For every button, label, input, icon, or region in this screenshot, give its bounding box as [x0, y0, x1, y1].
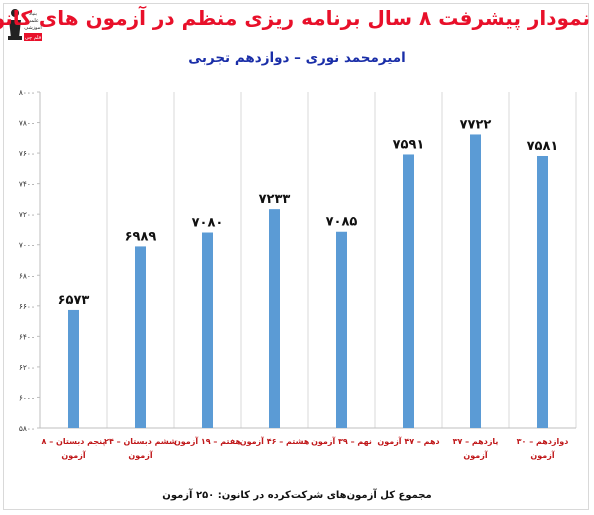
logo: بنیاد علمی آموزشی قلم چی [6, 6, 44, 44]
data-label: ۶۵۷۳ [58, 293, 90, 308]
x-tick-label-line: پنجم دبستان – ۸ [42, 437, 106, 446]
x-tick-label-line: دهم – ۴۷ آزمون [377, 436, 439, 446]
logo-text-line-3: آموزشی [24, 24, 42, 31]
x-tick-label-line: یازدهم – ۳۷ [453, 437, 499, 446]
logo-person-icon [8, 9, 22, 40]
x-tick-label-line: نهم – ۳۹ آزمون [311, 436, 372, 446]
bar [336, 231, 347, 428]
bar [68, 309, 79, 428]
x-tick-label-line: آزمون [530, 450, 554, 460]
data-label: ۷۵۹۱ [393, 137, 425, 152]
bar [537, 155, 548, 428]
y-tick-label: ۵۸۰۰ [19, 424, 35, 433]
x-tick-label: ششم دبستان – ۲۴ آزمون [104, 437, 177, 460]
data-label: ۷۰۸۵ [326, 215, 358, 230]
chart-subtitle: امیرمحمد نوری – دوازدهم تجربی [188, 50, 406, 66]
logo-text-line-2: علمی [27, 18, 39, 24]
x-tick-label: نهم – ۳۹ آزمون [311, 436, 372, 446]
y-tick-label: ۷۲۰۰ [19, 210, 35, 219]
y-tick-label: ۶۲۰۰ [19, 363, 35, 372]
x-tick-label-line: آزمون [128, 450, 152, 460]
y-tick-label: ۶۶۰۰ [19, 302, 35, 311]
y-tick-label: ۶۰۰۰ [19, 393, 35, 402]
bar [470, 134, 481, 428]
y-tick-label: ۷۴۰۰ [19, 180, 35, 189]
y-tick-label: ۶۸۰۰ [19, 271, 35, 280]
chart-footer: مجموع کل آزمون‌های شرکت‌کرده در کانون: ۲… [162, 490, 432, 501]
x-tick-label-line: هشتم – ۴۶ آزمون [240, 436, 310, 446]
chart-title: نمودار پیشرفت ۸ سال برنامه ریزی منظم در … [0, 6, 590, 30]
data-label: ۶۹۸۹ [125, 229, 157, 244]
logo-brand: قلم چی [25, 35, 42, 41]
x-tick-label: دهم – ۴۷ آزمون [377, 436, 439, 446]
data-label: ۷۷۲۲ [460, 117, 492, 132]
y-tick-label: ۶۴۰۰ [19, 332, 35, 341]
x-tick-label: یازدهم – ۳۷ آزمون [453, 437, 499, 460]
y-tick-label: ۷۶۰۰ [19, 149, 35, 158]
x-tick-label: دوازدهم – ۳۰ آزمون [517, 437, 569, 460]
x-tick-label-line: دوازدهم – ۳۰ [517, 437, 569, 446]
y-tick-label: ۷۰۰۰ [19, 241, 35, 250]
logo-text-line-1: بنیاد [29, 11, 37, 17]
y-tick-label: ۸۰۰۰ [19, 88, 35, 97]
data-label: ۷۵۸۱ [527, 139, 559, 154]
x-tick-label-line: آزمون [61, 450, 85, 460]
bar [403, 154, 414, 428]
bar [202, 232, 213, 428]
x-tick-label: پنجم دبستان – ۸ آزمون [42, 437, 106, 460]
chart-frame [3, 3, 589, 510]
data-label: ۷۲۳۳ [259, 192, 291, 207]
x-tick-label: هفتم – ۱۹ آزمون [174, 436, 242, 446]
x-tick-label-line: ششم دبستان – ۲۴ [104, 437, 177, 446]
y-tick-label: ۷۸۰۰ [19, 119, 35, 128]
bar [135, 246, 146, 428]
x-tick-label-line: آزمون [463, 450, 487, 460]
data-label: ۷۰۸۰ [192, 216, 224, 231]
bar [269, 209, 280, 428]
x-tick-label: هشتم – ۴۶ آزمون [240, 436, 310, 446]
x-tick-label-line: هفتم – ۱۹ آزمون [174, 436, 242, 446]
